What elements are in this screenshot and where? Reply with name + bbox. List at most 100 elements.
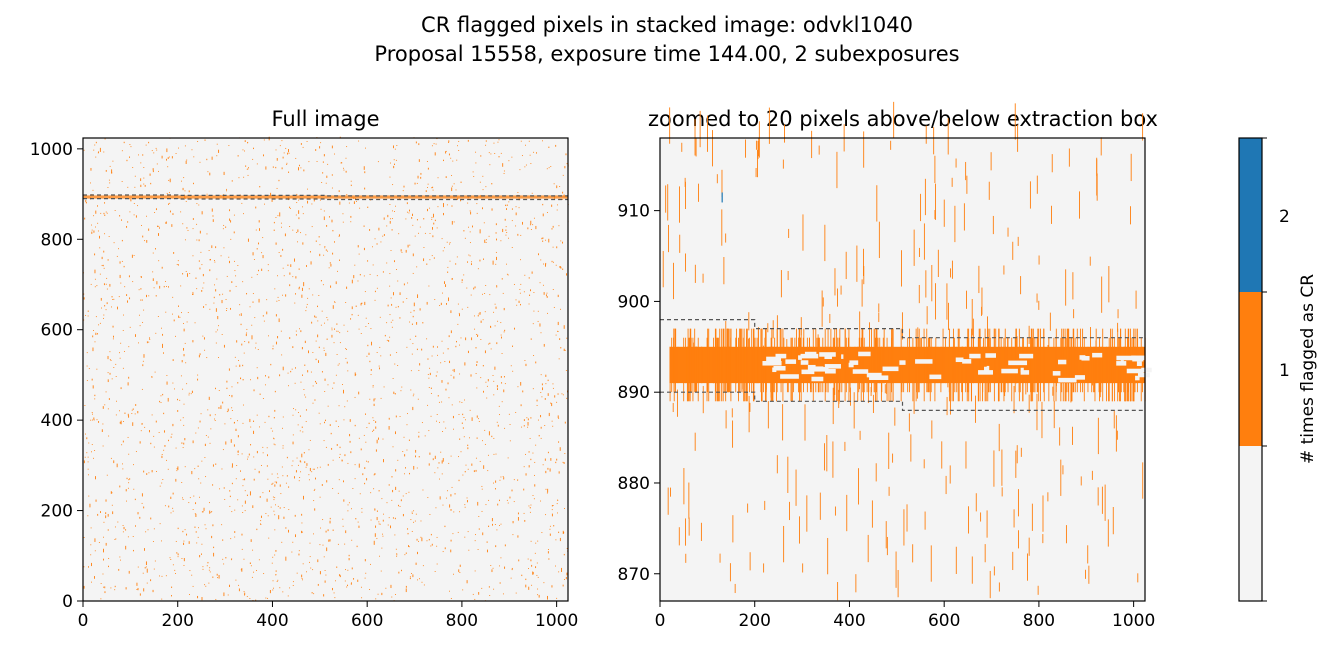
flagged-pixel: [491, 518, 493, 522]
flagged-pixel: [472, 171, 474, 173]
flagged-pixel: [368, 422, 370, 425]
flagged-pixel: [301, 579, 303, 581]
flagged-pixel: [378, 437, 379, 440]
flagged-pixel: [333, 342, 335, 344]
flagged-streak: [749, 402, 751, 412]
flagged-pixel: [449, 260, 451, 262]
flagged-streak: [755, 168, 757, 178]
flagged-pixel: [253, 259, 255, 260]
flag-band-streak: [1069, 337, 1071, 384]
flagged-pixel: [235, 429, 237, 431]
flagged-pixel: [352, 488, 354, 489]
flagged-pixel: [137, 512, 139, 515]
flagged-pixel: [93, 215, 95, 217]
flagged-pixel: [201, 264, 203, 266]
flagged-pixel: [535, 566, 537, 569]
flagged-pixel: [418, 159, 420, 162]
flagged-streak: [748, 312, 750, 331]
flagged-pixel: [493, 437, 495, 439]
flagged-pixel: [515, 592, 517, 594]
flagged-pixel: [322, 284, 324, 286]
flagged-pixel: [166, 158, 168, 161]
flagged-pixel: [266, 311, 268, 315]
flagged-pixel: [195, 513, 197, 517]
flagged-pixel: [552, 505, 554, 506]
flagged-pixel: [329, 517, 331, 520]
flag-band-streak: [722, 328, 724, 402]
flagged-pixel: [150, 579, 152, 582]
flagged-streak: [872, 394, 874, 414]
flagged-streak: [876, 185, 878, 222]
flagged-pixel: [285, 556, 287, 561]
flagged-pixel: [382, 519, 384, 522]
flag-band-streak: [881, 346, 883, 393]
flagged-pixel: [209, 510, 211, 514]
flagged-pixel: [258, 559, 260, 561]
flagged-pixel: [322, 544, 324, 546]
flagged-pixel: [406, 346, 408, 348]
flagged-pixel: [513, 283, 515, 285]
flagged-pixel: [508, 160, 510, 162]
flagged-streak: [685, 181, 686, 210]
flagged-pixel: [96, 368, 98, 370]
flagged-pixel: [406, 424, 408, 426]
flagged-pixel: [494, 524, 496, 525]
flagged-streak: [1020, 276, 1022, 295]
flag-band-gap: [1081, 356, 1090, 361]
flagged-pixel: [175, 447, 177, 449]
flagged-pixel: [108, 557, 110, 559]
flagged-pixel: [89, 503, 91, 508]
flag-band-gap: [785, 359, 797, 364]
flagged-pixel: [228, 368, 230, 371]
flagged-pixel: [285, 527, 287, 529]
flag-band-streak: [989, 337, 991, 393]
flagged-pixel: [418, 143, 420, 146]
flagged-pixel: [530, 417, 532, 419]
flagged-pixel: [211, 535, 213, 539]
flagged-streak: [955, 546, 957, 574]
flagged-pixel: [148, 141, 150, 144]
flagged-pixel: [405, 467, 406, 469]
flagged-pixel: [206, 233, 208, 235]
flagged-pixel: [412, 406, 414, 411]
flagged-pixel: [128, 479, 130, 481]
flag-band-streak: [1080, 328, 1082, 393]
flagged-pixel: [551, 402, 553, 407]
flagged-pixel: [216, 278, 218, 280]
flagged-pixel: [412, 272, 414, 274]
flagged-pixel: [103, 267, 105, 269]
flagged-pixel: [326, 225, 328, 227]
flagged-pixel: [511, 220, 513, 222]
flagged-pixel: [105, 309, 107, 311]
flagged-pixel: [337, 492, 339, 494]
flagged-pixel: [552, 289, 554, 290]
flagged-pixel: [212, 219, 214, 222]
flagged-pixel: [514, 327, 515, 330]
flagged-pixel: [93, 149, 95, 151]
flagged-pixel: [373, 429, 375, 431]
flagged-pixel: [155, 208, 157, 211]
flagged-pixel: [297, 464, 299, 466]
flagged-streak: [856, 245, 858, 282]
flagged-pixel: [467, 261, 469, 263]
flagged-pixel: [290, 264, 292, 267]
flagged-pixel: [83, 537, 85, 539]
flagged-pixel: [91, 224, 92, 226]
flagged-pixel: [209, 414, 211, 417]
flagged-pixel: [379, 555, 381, 557]
flag-band-streak: [1064, 328, 1066, 402]
flagged-pixel: [436, 545, 438, 547]
flagged-pixel: [430, 545, 432, 547]
flagged-pixel: [519, 288, 521, 290]
flagged-pixel: [488, 152, 490, 154]
flag-band-gap: [1132, 356, 1144, 362]
flagged-pixel: [350, 180, 352, 182]
flagged-pixel: [203, 282, 205, 284]
flagged-pixel: [197, 378, 199, 381]
flagged-pixel: [482, 207, 483, 210]
flagged-pixel: [278, 515, 280, 520]
flagged-streak: [819, 492, 821, 520]
flagged-streak: [1038, 300, 1040, 310]
flagged-pixel: [317, 320, 319, 322]
flagged-streak: [1072, 426, 1073, 445]
